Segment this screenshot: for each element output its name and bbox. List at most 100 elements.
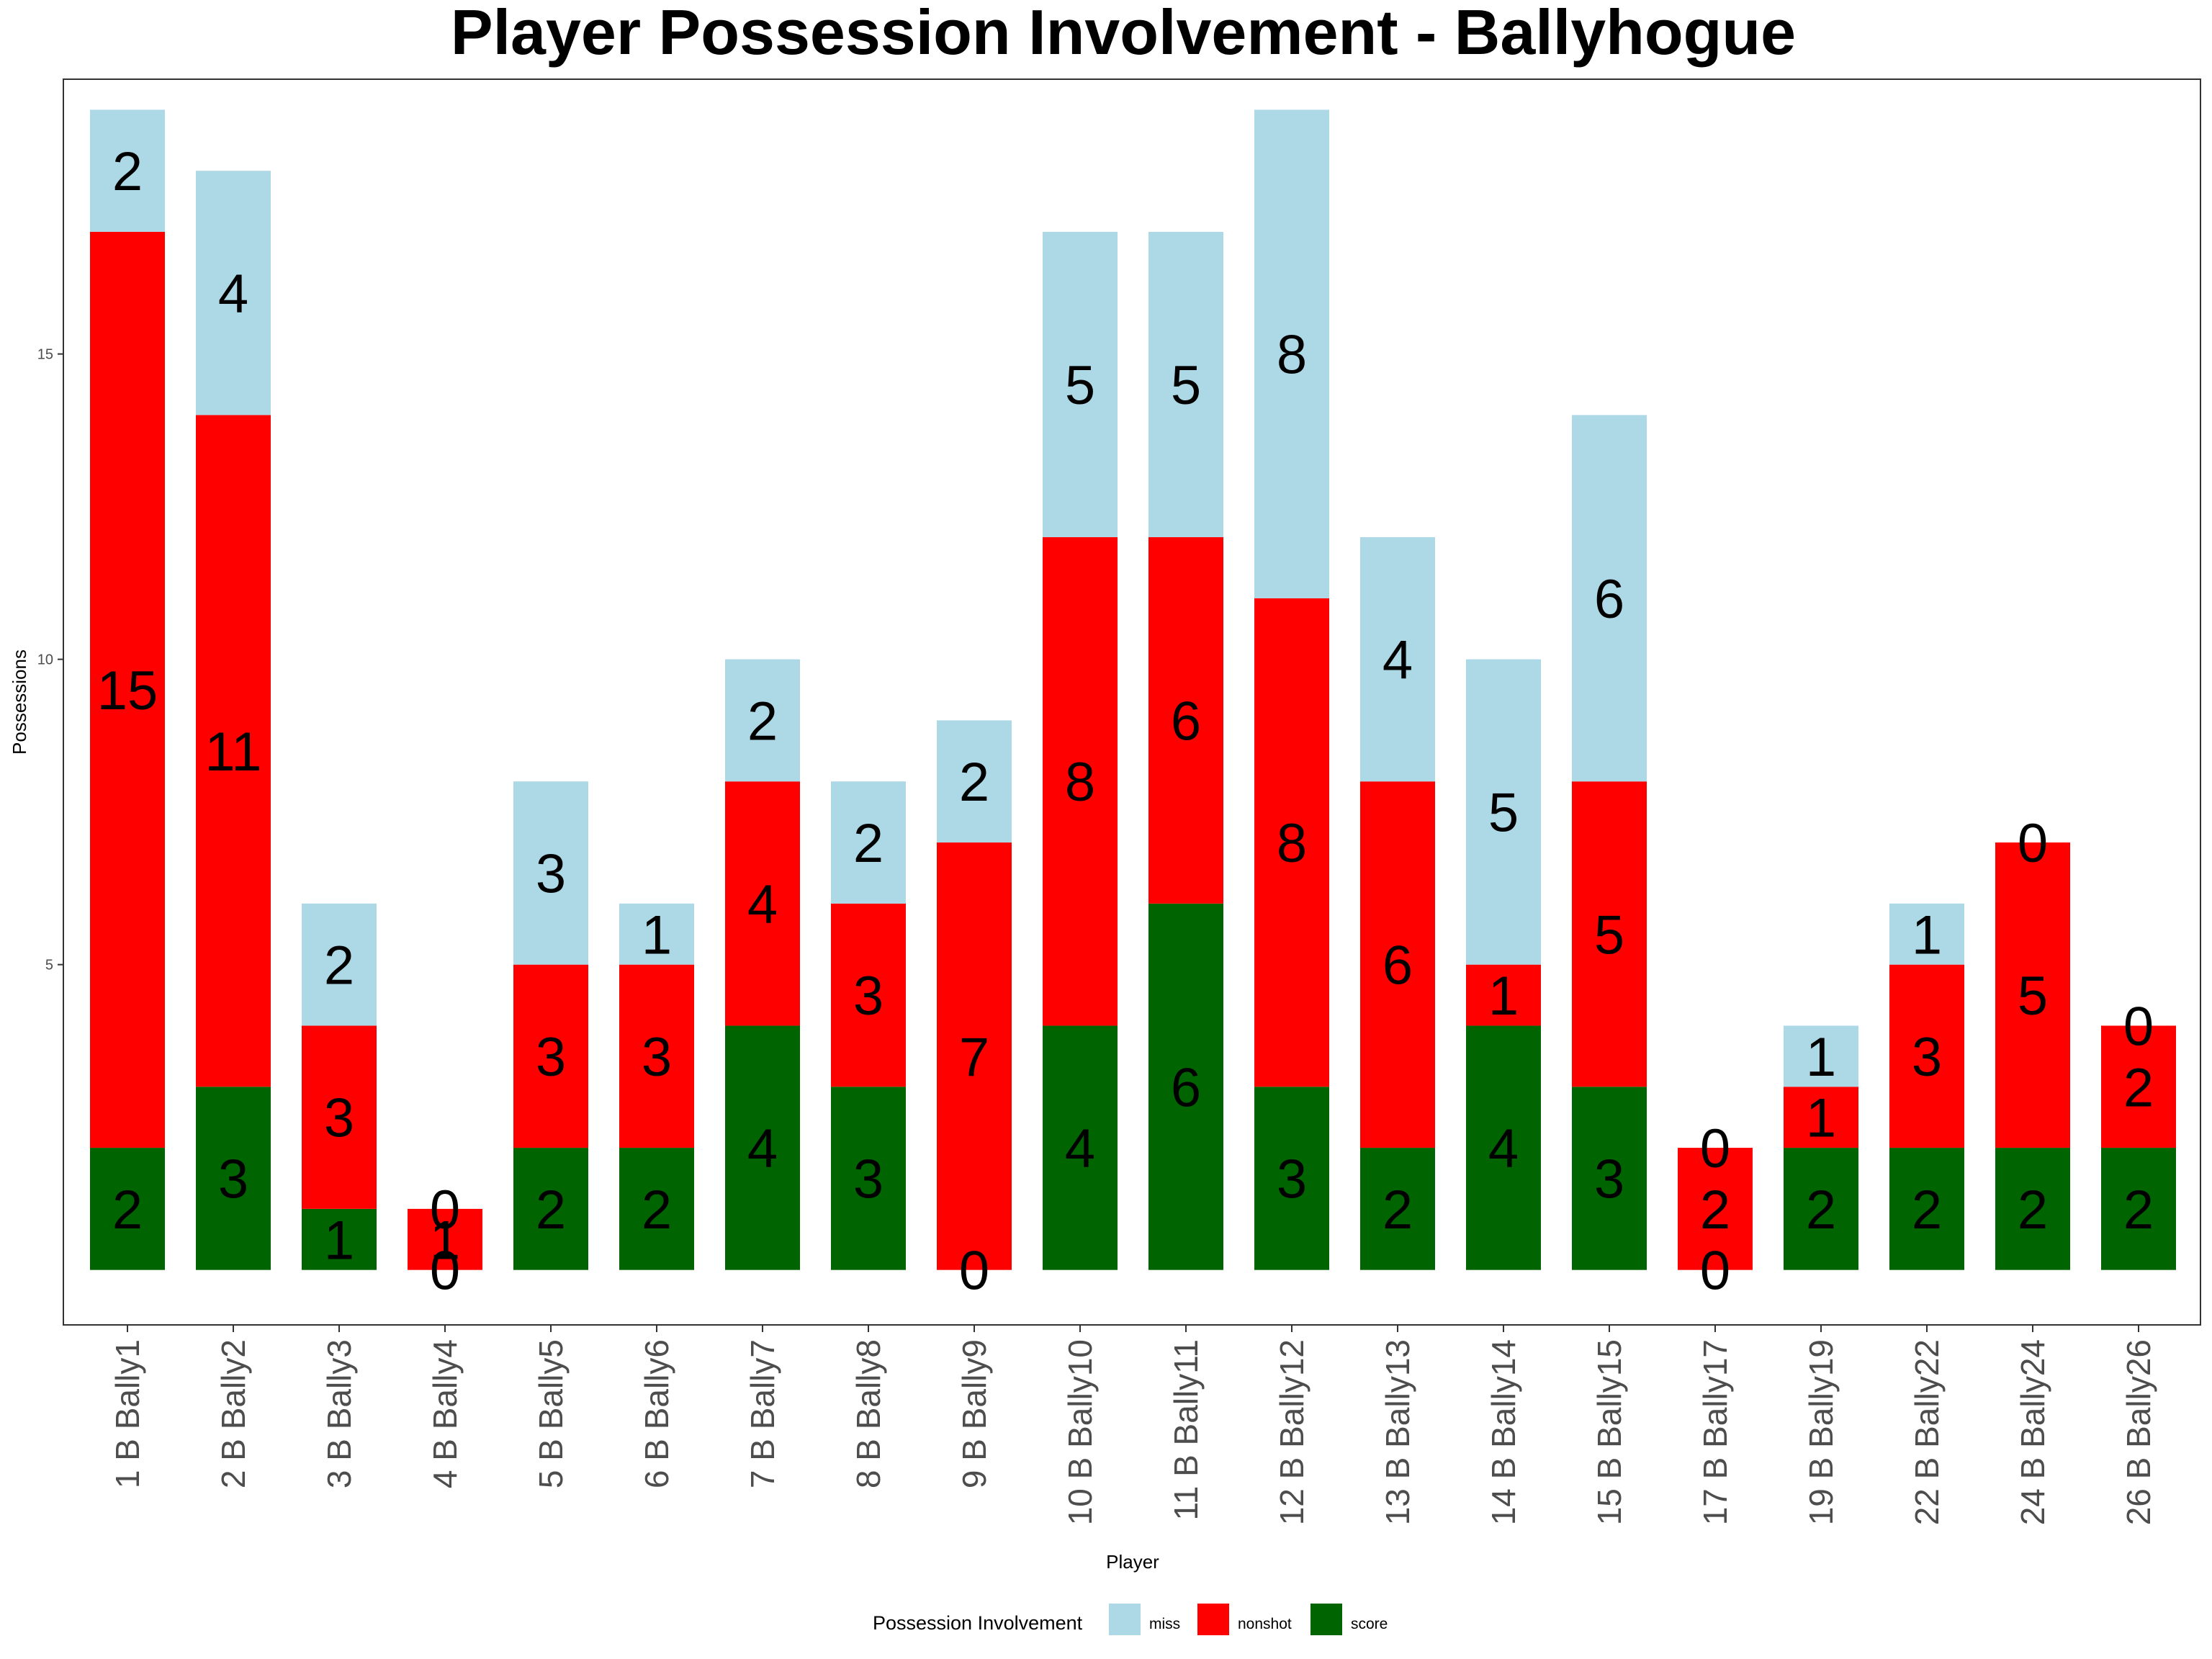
label-nonshot-11-b-bally11: 6 [1171,691,1201,752]
legend-label-nonshot: nonshot [1238,1616,1292,1632]
x-tick-label-2-b-bally2: 2 B Bally2 [215,1339,252,1488]
bar-nonshot-3-b-bally3 [302,1025,377,1209]
bar-nonshot-1-b-bally1 [90,232,165,1148]
label-miss-4-b-bally4: 0 [430,1179,460,1241]
bar-miss-11-b-bally11 [1148,232,1223,538]
label-miss-14-b-bally14: 5 [1488,783,1519,844]
bar-score-6-b-bally6 [619,1148,694,1270]
label-score-22-b-bally22: 2 [1912,1179,1942,1241]
bar-nonshot-8-b-bally8 [831,903,906,1087]
label-score-6-b-bally6: 2 [642,1179,672,1241]
bar-miss-9-b-bally9 [937,720,1012,843]
label-miss-17-b-bally17: 0 [1700,1118,1730,1179]
label-nonshot-15-b-bally15: 5 [1594,904,1624,966]
label-score-5-b-bally5: 2 [536,1179,566,1241]
bar-score-8-b-bally8 [831,1087,906,1270]
label-miss-22-b-bally22: 1 [1912,904,1942,966]
bar-score-14-b-bally14 [1466,1025,1541,1270]
bar-nonshot-5-b-bally5 [513,964,588,1148]
plot-panel [63,78,2201,1326]
label-nonshot-19-b-bally19: 1 [1806,1088,1836,1149]
bar-nonshot-24-b-bally24 [1995,842,2070,1148]
x-tick-label-14-b-bally14: 14 B Bally14 [1485,1339,1522,1525]
bar-score-1-b-bally1 [90,1148,165,1270]
x-tick-label-17-b-bally17: 17 B Bally17 [1696,1339,1734,1525]
legend-key-nonshot [1197,1604,1229,1635]
bar-score-12-b-bally12 [1254,1087,1329,1270]
x-tick-label-24-b-bally24: 24 B Bally24 [2014,1339,2051,1525]
y-axis: 5 10 15 [37,347,63,974]
label-miss-3-b-bally3: 2 [324,935,354,997]
label-score-26-b-bally26: 2 [2123,1179,2154,1241]
bars-layer [90,109,2176,1270]
legend-key-score [1310,1604,1342,1635]
bar-score-24-b-bally24 [1995,1148,2070,1270]
label-score-10-b-bally10: 4 [1065,1118,1095,1179]
bar-nonshot-9-b-bally9 [937,842,1012,1270]
legend-label-miss: miss [1149,1616,1180,1632]
label-miss-1-b-bally1: 2 [112,141,143,202]
label-miss-12-b-bally12: 8 [1277,325,1307,386]
bar-nonshot-22-b-bally22 [1889,964,1964,1148]
label-score-14-b-bally14: 4 [1488,1118,1519,1179]
bar-miss-1-b-bally1 [90,109,165,233]
label-nonshot-2-b-bally2: 11 [205,721,262,783]
bar-nonshot-15-b-bally15 [1572,781,1647,1087]
label-score-4-b-bally4: 0 [430,1241,460,1302]
label-miss-7-b-bally7: 2 [747,691,778,752]
label-score-19-b-bally19: 2 [1806,1179,1836,1241]
x-axis: 1 B Bally1 2 B Bally2 3 B Bally3 4 B Bally4… [109,1325,2157,1525]
label-nonshot-13-b-bally13: 6 [1382,935,1413,997]
label-miss-24-b-bally24: 0 [2018,813,2048,874]
bar-miss-22-b-bally22 [1889,903,1964,965]
bar-miss-13-b-bally13 [1360,537,1435,782]
label-nonshot-24-b-bally24: 5 [2018,966,2048,1027]
bar-miss-8-b-bally8 [831,781,906,904]
bar-nonshot-17-b-bally17 [1678,1148,1753,1270]
y-axis-title: Possessions [9,649,30,755]
bar-miss-6-b-bally6 [619,903,694,965]
x-tick-label-6-b-bally6: 6 B Bally6 [638,1339,675,1488]
label-nonshot-7-b-bally7: 4 [747,874,778,935]
bar-nonshot-26-b-bally26 [2101,1025,2176,1148]
x-tick-label-19-b-bally19: 19 B Bally19 [1802,1339,1840,1525]
label-nonshot-4-b-bally4: 1 [430,1210,460,1271]
bar-score-19-b-bally19 [1784,1148,1858,1270]
label-score-24-b-bally24: 2 [2018,1179,2048,1241]
label-score-1-b-bally1: 2 [112,1179,143,1241]
x-tick-label-8-b-bally8: 8 B Bally8 [850,1339,887,1488]
label-nonshot-14-b-bally14: 1 [1488,966,1519,1027]
label-miss-10-b-bally10: 5 [1065,355,1095,416]
bar-score-7-b-bally7 [725,1025,800,1270]
x-tick-label-11-b-bally11: 11 B Bally11 [1167,1339,1205,1520]
bar-nonshot-19-b-bally19 [1784,1087,1858,1148]
bar-nonshot-6-b-bally6 [619,964,694,1148]
x-tick-label-12-b-bally12: 12 B Bally12 [1273,1339,1310,1525]
label-nonshot-26-b-bally26: 2 [2123,1057,2154,1118]
bar-score-15-b-bally15 [1572,1087,1647,1270]
bar-miss-14-b-bally14 [1466,659,1541,965]
legend-title: Possession Involvement [873,1612,1083,1634]
label-nonshot-8-b-bally8: 3 [853,966,884,1027]
bar-miss-3-b-bally3 [302,903,377,1026]
chart-title: Player Possession Involvement - Ballyhog… [451,0,1796,68]
bar-miss-10-b-bally10 [1043,232,1118,538]
label-score-3-b-bally3: 1 [324,1210,354,1271]
x-tick-label-10-b-bally10: 10 B Bally10 [1061,1339,1099,1525]
x-tick-label-1-b-bally1: 1 B Bally1 [109,1339,146,1488]
bar-score-5-b-bally5 [513,1148,588,1270]
label-nonshot-22-b-bally22: 3 [1912,1027,1942,1088]
label-miss-9-b-bally9: 2 [959,752,989,813]
label-miss-6-b-bally6: 1 [642,904,672,966]
bar-score-11-b-bally11 [1148,903,1223,1270]
x-tick-label-3-b-bally3: 3 B Bally3 [320,1339,358,1488]
label-miss-19-b-bally19: 1 [1806,1027,1836,1088]
label-miss-2-b-bally2: 4 [218,264,248,325]
bar-nonshot-14-b-bally14 [1466,964,1541,1026]
bar-miss-7-b-bally7 [725,659,800,782]
label-nonshot-10-b-bally10: 8 [1065,752,1095,813]
x-tick-label-22-b-bally22: 22 B Bally22 [1908,1339,1946,1525]
x-tick-label-15-b-bally15: 15 B Bally15 [1591,1339,1628,1525]
